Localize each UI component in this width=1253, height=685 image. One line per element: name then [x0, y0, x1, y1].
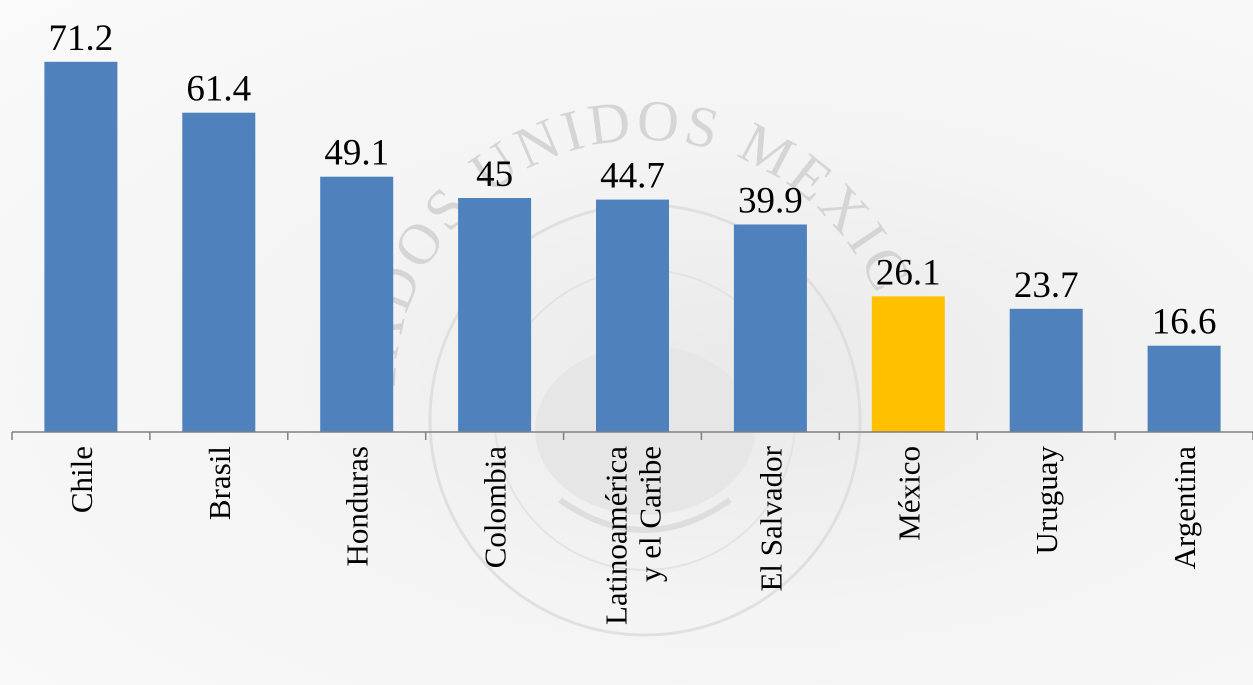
value-label: 39.9: [738, 181, 803, 222]
value-label: 23.7: [1014, 265, 1079, 306]
category-label-line: El Salvador: [753, 445, 788, 591]
bar-uruguay: [1009, 308, 1083, 432]
category-label-line: Colombia: [478, 446, 513, 569]
category-label-line: Argentina: [1167, 446, 1202, 570]
category-labels: Chile Brasil Honduras Colombia Latinoamérica…: [64, 445, 1202, 625]
category-label: México: [891, 446, 926, 541]
value-label: 44.7: [600, 156, 665, 197]
bar-chile: [44, 61, 118, 433]
value-label: 16.6: [1152, 302, 1217, 343]
category-label-line: México: [891, 446, 926, 541]
value-label: 49.1: [324, 133, 389, 174]
bar-el-salvador: [733, 224, 807, 432]
category-label: El Salvador: [753, 445, 788, 591]
value-labels: 71.2 61.4 49.1 45 44.7 39.9 26.1 23.7 16.6: [49, 18, 1217, 343]
bar-argentina: [1147, 345, 1221, 432]
x-axis: [11, 431, 1253, 440]
bar-honduras: [320, 176, 394, 432]
category-label-line: Uruguay: [1029, 446, 1064, 555]
category-label: Honduras: [340, 446, 375, 567]
category-label: Uruguay: [1029, 446, 1064, 555]
category-label-line: y el Caribe: [633, 446, 668, 582]
category-label: Brasil: [202, 446, 237, 520]
category-label: Chile: [64, 446, 99, 513]
category-label-line: Latinoamérica: [599, 446, 634, 625]
bar-colombia: [458, 198, 532, 432]
value-label: 45: [476, 154, 513, 195]
bar-méxico: [871, 296, 945, 432]
category-label-line: Honduras: [340, 446, 375, 567]
category-label: Colombia: [478, 446, 513, 569]
value-label: 61.4: [186, 69, 251, 110]
bars-layer: [44, 61, 1221, 433]
value-label: 26.1: [876, 252, 941, 293]
bar-latinoamérica-y-el-caribe: [596, 199, 669, 432]
category-label: Latinoaméricay el Caribe: [599, 446, 668, 625]
category-label-line: Chile: [64, 446, 99, 513]
bar-brasil: [182, 112, 256, 432]
category-label: Argentina: [1167, 446, 1202, 570]
value-label: 71.2: [49, 18, 114, 59]
category-label-line: Brasil: [202, 446, 237, 520]
